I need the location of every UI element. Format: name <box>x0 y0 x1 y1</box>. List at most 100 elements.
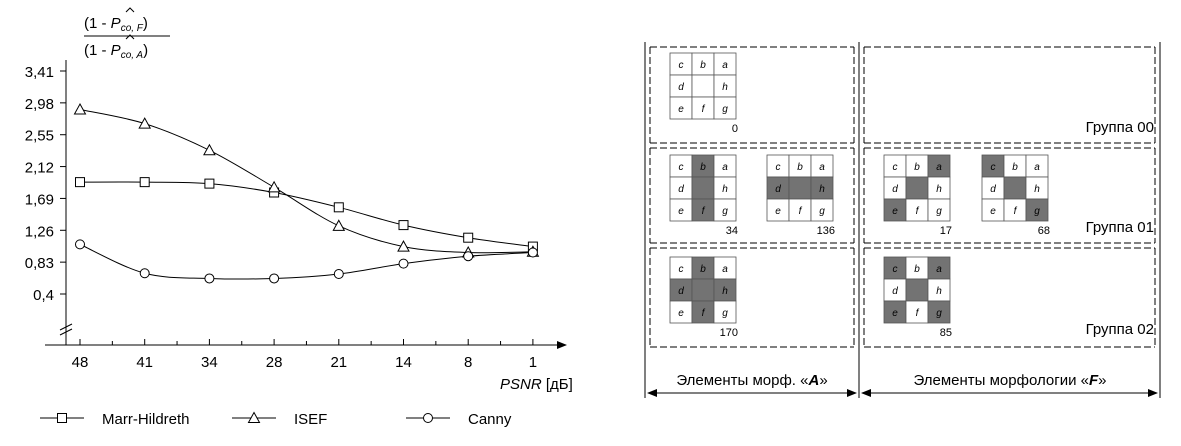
grid-cell-letter: b <box>700 264 706 275</box>
element-code: 136 <box>817 225 835 237</box>
data-point-isef <box>397 240 410 252</box>
grid-cell-letter: f <box>702 308 706 319</box>
grid-cell-letter: a <box>819 162 825 173</box>
grid-cell-letter: g <box>722 308 728 319</box>
grid-cell-letter: e <box>678 206 684 217</box>
structuring-element-136: c b a d h e f g 136 <box>766 154 835 237</box>
grid-cell-letter: g <box>1034 206 1040 217</box>
data-point-isef <box>267 180 281 193</box>
y-tick-label: 2,12 <box>25 160 54 177</box>
grid-cell-letter: d <box>892 286 898 297</box>
data-point-marr-hildreth <box>204 178 215 189</box>
grid-cell-letter: b <box>700 60 706 71</box>
grid-cell-letter: d <box>678 82 684 93</box>
data-point-marr-hildreth <box>463 232 474 243</box>
y-ticks: 0,4 0,83 1,26 1,69 2,12 2,55 2,98 3,41 <box>25 64 66 304</box>
grid-cell-letter: b <box>797 162 803 173</box>
legend-label: ISEF <box>294 411 327 428</box>
grid-cell-letter: h <box>1034 184 1040 195</box>
grid-cell-letter: c <box>679 60 684 71</box>
x-tick-label: 41 <box>136 354 153 371</box>
data-point-canny <box>463 251 474 262</box>
series-line-isef <box>79 109 533 254</box>
grid-cell-letter: a <box>722 60 728 71</box>
legend-marker-marr-hildreth <box>57 413 67 423</box>
grid-cell <box>691 278 715 302</box>
legend-marker-canny <box>423 413 433 423</box>
data-point-marr-hildreth <box>333 202 344 213</box>
grid-cell <box>927 198 951 222</box>
grid-cell-letter: c <box>679 264 684 275</box>
grid-cell-letter: f <box>916 206 920 217</box>
legend-marker-isef <box>247 411 261 423</box>
grid-cell <box>1003 176 1027 200</box>
legend-item-isef: ISEF <box>232 411 327 428</box>
y-axis-break <box>59 323 73 336</box>
grid-cell-letter: h <box>722 286 728 297</box>
grid-cell-letter: c <box>776 162 781 173</box>
grid-cell-letter: b <box>1012 162 1018 173</box>
grid-cell <box>905 278 929 302</box>
grid-cell-letter: a <box>722 162 728 173</box>
grid-cell <box>691 176 715 200</box>
element-code: 68 <box>1038 225 1050 237</box>
x-tick-label: 8 <box>464 354 472 371</box>
grid-cell-letter: c <box>991 162 996 173</box>
grid-cell-letter: d <box>678 184 684 195</box>
footer-label-a: Элементы морф. «A» <box>676 372 827 389</box>
series-marr-hildreth <box>75 177 538 252</box>
group-label-02: Группа 02 <box>1086 321 1154 338</box>
morphology-diagram: Группа 00 Группа 01 Группа 02 c b ad he f g0c… <box>644 42 1161 398</box>
y-axis-title-denominator: (1 - Pco, A) <box>84 42 148 61</box>
x-tick-label: 14 <box>395 354 412 371</box>
y-tick-label: 2,55 <box>25 128 54 145</box>
data-point-isef <box>73 102 87 115</box>
grid-cell-letter: c <box>893 264 898 275</box>
y-tick-label: 3,41 <box>25 64 54 81</box>
chart: (1 - Pco, F) (1 - Pco, A) 0,4 0,83 1,26 1,6… <box>25 7 573 428</box>
grid-cell <box>713 198 737 222</box>
grid-cell-letter: d <box>678 286 684 297</box>
structuring-element-17: c b a d h e f g 17 <box>883 154 952 237</box>
series-line-marr-hildreth <box>79 181 533 248</box>
grid-cell-letter: e <box>678 104 684 115</box>
group-label-00: Группа 00 <box>1086 119 1154 136</box>
data-point-canny <box>204 273 215 284</box>
y-axis-title: (1 - Pco, F) (1 - Pco, A) <box>84 7 170 61</box>
grid-cell-letter: b <box>914 162 920 173</box>
legend-label: Marr-Hildreth <box>102 411 190 428</box>
element-code: 0 <box>732 123 738 135</box>
grid-cell-letter: e <box>775 206 781 217</box>
grid-cell-letter: f <box>916 308 920 319</box>
grid-cell <box>713 300 737 324</box>
grid-cell <box>713 96 737 120</box>
grid-cell-letter: e <box>678 308 684 319</box>
element-code: 85 <box>940 327 952 339</box>
y-tick-label: 0,83 <box>25 255 54 272</box>
element-code: 34 <box>726 225 738 237</box>
grid-cell-letter: f <box>702 104 706 115</box>
structuring-element-85: c b a d h e f g 85 <box>883 256 952 339</box>
x-tick-label: 48 <box>72 354 89 371</box>
grid-cell-letter: h <box>936 286 942 297</box>
grid-cell-letter: h <box>722 184 728 195</box>
data-point-marr-hildreth <box>139 177 150 188</box>
element-code: 170 <box>720 327 738 339</box>
grid-cell-letter: e <box>892 206 898 217</box>
grid-cell-letter: g <box>722 206 728 217</box>
legend-label: Canny <box>468 411 512 428</box>
data-point-marr-hildreth <box>75 177 85 188</box>
x-ticks: 48 41 34 28 21 14 8 1 <box>72 339 537 371</box>
grid-cell-letter: b <box>914 264 920 275</box>
grid-cell-letter: h <box>722 82 728 93</box>
grid-cell-letter: g <box>722 104 728 115</box>
y-tick-label: 1,69 <box>25 191 54 208</box>
element-code: 17 <box>940 225 952 237</box>
grid-cell <box>691 74 715 98</box>
group-label-01: Группа 01 <box>1086 219 1154 236</box>
grid-cell-letter: a <box>1034 162 1040 173</box>
hat-denominator <box>125 34 135 40</box>
hat-numerator <box>125 7 135 13</box>
x-tick-label: 21 <box>330 354 347 371</box>
